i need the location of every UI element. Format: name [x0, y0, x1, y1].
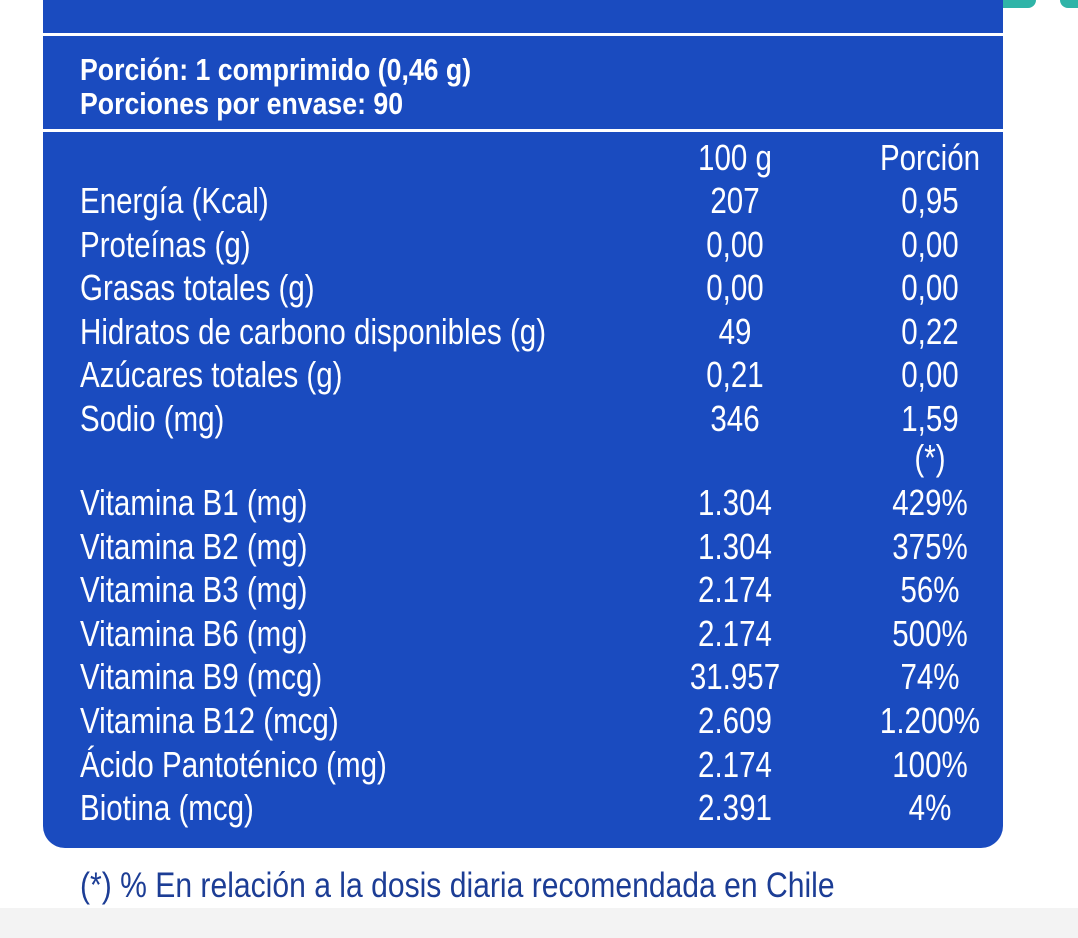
row-label: Hidratos de carbono disponibles (g): [80, 310, 547, 352]
row-label: Sodio (mg): [80, 398, 225, 439]
value-portion: 4%: [908, 787, 952, 829]
value-100g: 2.174: [698, 569, 772, 611]
value-100g: 2.174: [698, 612, 772, 654]
value-100g: 49: [718, 310, 752, 352]
column-header: Porción: [879, 137, 981, 178]
value-portion: 74%: [900, 656, 960, 698]
divider: [43, 33, 1003, 36]
footnote-marker: (*): [914, 437, 946, 478]
value-100g: 1.304: [698, 482, 772, 523]
value-100g: 2.609: [698, 700, 772, 741]
value-100g: 0,21: [706, 354, 764, 396]
row-label: Proteínas (g): [80, 223, 251, 265]
value-100g: 1.304: [698, 525, 772, 567]
column-header: 100 g: [698, 137, 772, 178]
value-portion: 429%: [892, 482, 968, 523]
value-portion: 0,00: [901, 267, 959, 309]
value-100g: 2.391: [698, 787, 772, 829]
button[interactable]: [1060, 0, 1078, 8]
row-label: Grasas totales (g): [80, 267, 315, 309]
value-100g: 0,00: [706, 223, 764, 265]
row-label: Vitamina B1 (mg): [80, 482, 308, 523]
value-100g: 207: [710, 180, 760, 221]
row-label: Vitamina B12 (mcg): [80, 700, 339, 741]
row-label: Vitamina B2 (mg): [80, 525, 308, 567]
footer-strip: [0, 908, 1078, 938]
value-portion: 0,00: [901, 354, 959, 396]
value-portion: 56%: [900, 569, 960, 611]
value-portion: 1.200%: [879, 700, 981, 741]
row-label: Vitamina B3 (mg): [80, 569, 308, 611]
row-label: Ácido Pantoténico (mg): [80, 743, 387, 785]
row-label: Vitamina B9 (mcg): [80, 656, 323, 698]
row-label: Energía (Kcal): [80, 180, 269, 221]
value-portion: 0,22: [901, 310, 959, 352]
row-label: Biotina (mcg): [80, 787, 254, 829]
row-label: Azúcares totales (g): [80, 354, 343, 396]
value-portion: 1,59: [901, 398, 959, 439]
value-portion: 500%: [892, 612, 968, 654]
value-portion: 100%: [892, 743, 968, 785]
value-100g: 2.174: [698, 743, 772, 785]
value-portion: 0,00: [901, 223, 959, 265]
nutrition-panel: [43, 0, 1003, 848]
footnote: (*) % En relación a la dosis diaria reco…: [80, 866, 835, 905]
value-100g: 31.957: [689, 656, 781, 698]
row-label: Vitamina B6 (mg): [80, 612, 308, 654]
serving-size: Porción: 1 comprimido (0,46 g): [80, 52, 472, 87]
value-portion: 0,95: [901, 180, 959, 221]
servings-per-container: Porciones por envase: 90: [80, 86, 404, 121]
value-100g: 346: [710, 398, 760, 439]
value-100g: 0,00: [706, 267, 764, 309]
divider: [43, 129, 1003, 132]
value-portion: 375%: [892, 525, 968, 567]
